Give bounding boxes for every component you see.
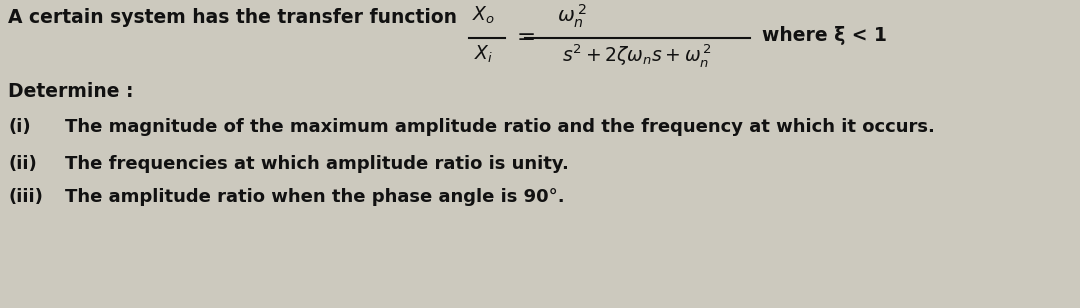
Text: where ξ < 1: where ξ < 1 [762, 26, 887, 45]
Text: $\omega_n^{\,2}$: $\omega_n^{\,2}$ [557, 3, 586, 30]
Text: Determine :: Determine : [8, 82, 134, 101]
Text: The amplitude ratio when the phase angle is 90°.: The amplitude ratio when the phase angle… [65, 188, 565, 206]
Text: $X_o$: $X_o$ [472, 5, 495, 26]
Text: $=$: $=$ [512, 24, 536, 47]
Text: (i): (i) [8, 118, 30, 136]
Text: (ii): (ii) [8, 155, 37, 173]
Text: $X_i$: $X_i$ [474, 44, 494, 65]
Text: A certain system has the transfer function: A certain system has the transfer functi… [8, 8, 457, 27]
Text: The magnitude of the maximum amplitude ratio and the frequency at which it occur: The magnitude of the maximum amplitude r… [65, 118, 935, 136]
Text: (iii): (iii) [8, 188, 43, 206]
Text: $s^2 + 2\zeta\omega_n s + \omega_n^{\,2}$: $s^2 + 2\zeta\omega_n s + \omega_n^{\,2}… [562, 42, 712, 69]
Text: The frequencies at which amplitude ratio is unity.: The frequencies at which amplitude ratio… [65, 155, 569, 173]
